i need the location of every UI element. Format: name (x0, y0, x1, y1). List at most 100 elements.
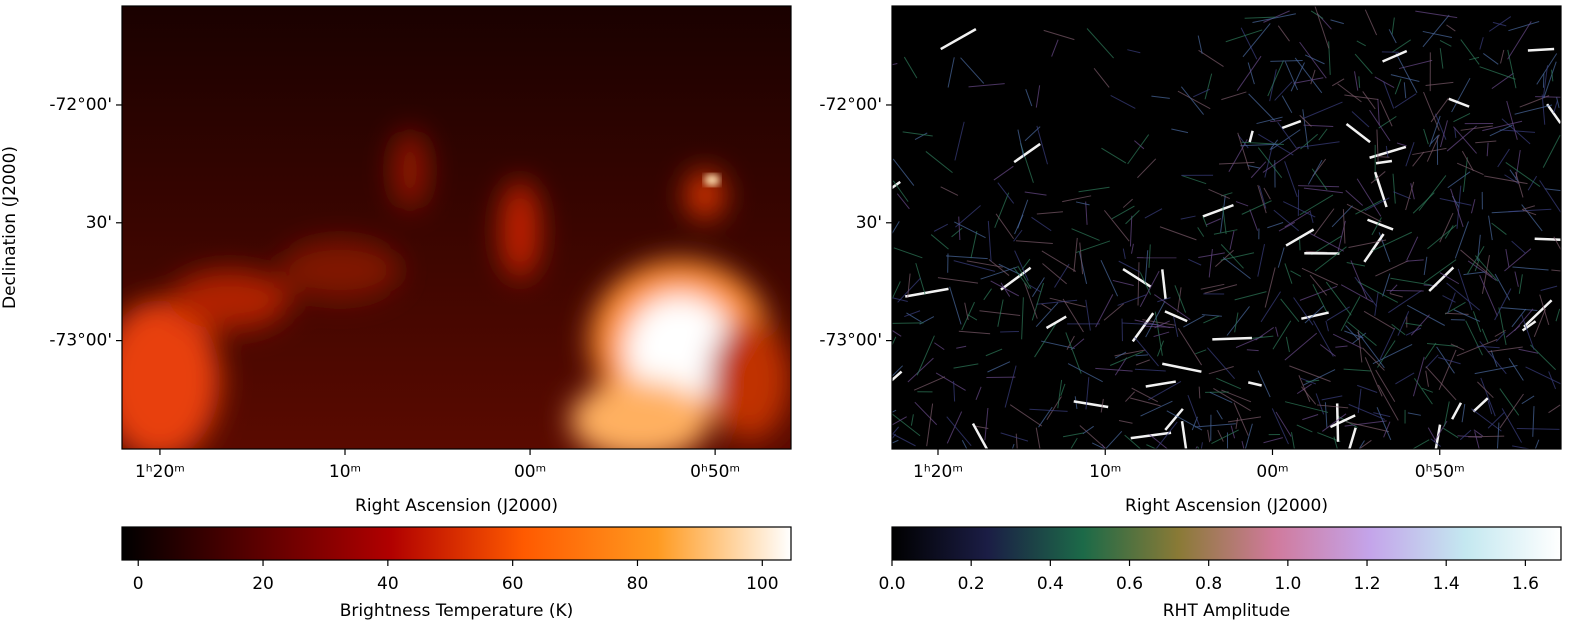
streak (893, 247, 923, 259)
streak (1356, 178, 1382, 217)
streak (1100, 259, 1119, 297)
streak (1395, 372, 1415, 385)
streak (1313, 208, 1335, 236)
streak (1233, 402, 1249, 436)
streak (1374, 76, 1395, 89)
streak (1446, 24, 1456, 32)
streak (1348, 427, 1357, 449)
streak (1303, 124, 1334, 127)
streak (1539, 180, 1561, 214)
streak (1405, 181, 1415, 211)
streak (1159, 226, 1197, 241)
streak (1162, 362, 1202, 373)
streak (1406, 236, 1419, 261)
streak (1427, 224, 1457, 250)
streak (1436, 346, 1455, 374)
streak (1477, 381, 1494, 399)
streak (1293, 77, 1324, 84)
streak (1085, 377, 1090, 410)
streak (1346, 262, 1366, 267)
streak (1500, 307, 1538, 312)
streak (961, 440, 968, 449)
streak (1298, 375, 1311, 403)
streak (905, 287, 949, 298)
streak (1479, 37, 1484, 50)
streak (1539, 294, 1550, 326)
streak (1244, 16, 1276, 19)
y-axis-label: Declination (J2000) (0, 146, 20, 309)
streak (1304, 54, 1325, 65)
streak (1242, 23, 1271, 58)
streak (954, 121, 965, 161)
streak (1130, 397, 1161, 407)
streak (1345, 122, 1371, 144)
streak (1280, 298, 1300, 323)
streak (1235, 201, 1249, 207)
streak (1207, 347, 1235, 379)
streak (1509, 169, 1519, 183)
streak (1294, 57, 1323, 94)
streak (1045, 315, 1067, 330)
streak (1004, 365, 1017, 408)
streak (915, 262, 926, 295)
streak (1271, 408, 1289, 445)
streak (1134, 336, 1159, 367)
streak (1091, 442, 1106, 449)
streak (1241, 200, 1272, 215)
streak (1444, 225, 1454, 239)
streak (1374, 292, 1379, 316)
streak (1101, 147, 1127, 164)
streak (1114, 351, 1127, 359)
streak (1173, 316, 1179, 337)
streak (1354, 71, 1359, 91)
streak (1453, 126, 1477, 154)
streak (1073, 237, 1078, 272)
streak (1335, 403, 1340, 442)
streak (1212, 336, 1253, 341)
streak (1388, 29, 1397, 44)
streak (1546, 103, 1561, 124)
streak (1302, 101, 1343, 120)
streak (1412, 147, 1447, 156)
streak (1040, 340, 1075, 350)
streak (987, 220, 992, 262)
streak (956, 345, 967, 349)
axes-frame (121, 5, 792, 450)
streak (892, 416, 907, 426)
streak (1079, 242, 1084, 275)
streak (955, 205, 981, 228)
streak (1299, 41, 1327, 79)
streak (1344, 420, 1387, 427)
streak (1422, 14, 1450, 48)
streak (914, 132, 928, 141)
streak (1222, 257, 1251, 280)
streak (1377, 384, 1399, 421)
streak (1551, 269, 1561, 272)
streak (1357, 330, 1363, 363)
streak (1475, 140, 1497, 144)
y-tick-label: -72°00' (819, 95, 882, 115)
streak (1521, 320, 1537, 332)
streak (1410, 314, 1430, 336)
streak (1491, 72, 1514, 90)
streak (1324, 402, 1328, 428)
streak (1230, 425, 1236, 439)
streak (1140, 400, 1173, 417)
streak (926, 403, 934, 447)
streak (1015, 240, 1053, 244)
streak (1251, 335, 1274, 339)
streak (1487, 346, 1523, 353)
streak (1487, 412, 1505, 429)
streak (1309, 211, 1314, 223)
streak (1299, 194, 1334, 216)
streak (1248, 93, 1276, 121)
streak (1263, 187, 1271, 200)
streak (1425, 354, 1439, 369)
streak (1481, 255, 1490, 294)
streak (1054, 263, 1070, 288)
streak (1260, 291, 1281, 323)
streak (1544, 188, 1561, 192)
streak (1117, 294, 1147, 306)
streak (1082, 425, 1094, 435)
